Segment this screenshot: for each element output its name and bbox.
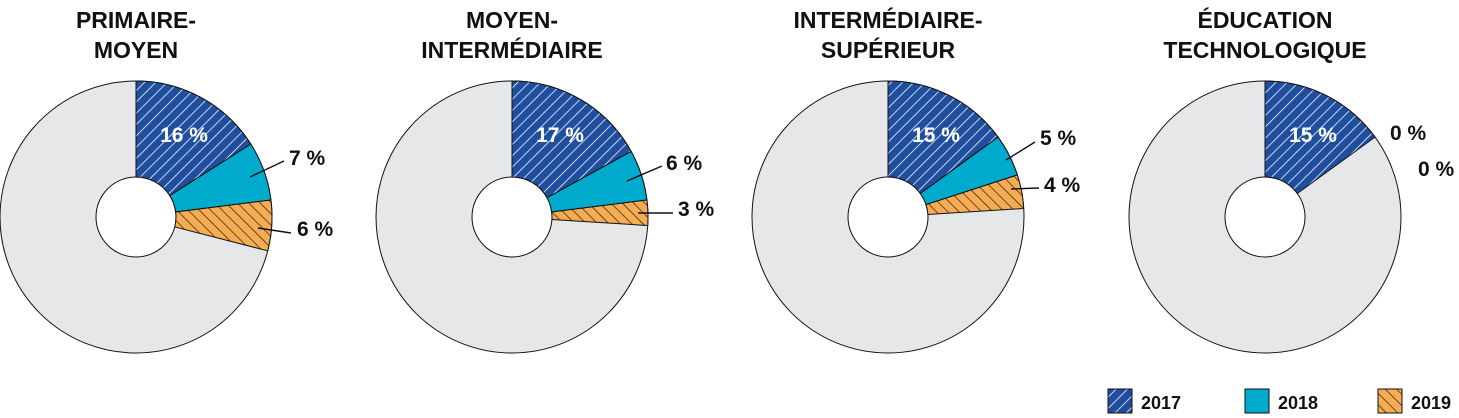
- legend-swatch-2019: [1377, 388, 1403, 414]
- leader-line-2019: [257, 227, 292, 234]
- chart-title: INTERMÉDIAIRE-: [793, 6, 982, 33]
- slice-2017: [887, 80, 999, 195]
- slice-2017: [1264, 80, 1376, 195]
- data-label-2017: 16 %: [160, 124, 208, 147]
- data-label-2017: 15 %: [1289, 124, 1337, 147]
- data-label-2018: 0 %: [1390, 122, 1427, 145]
- slice-2019: [925, 174, 1025, 216]
- slice-2019: [551, 199, 649, 227]
- chart-title: MOYEN: [94, 37, 178, 63]
- leader-line-2019: [1010, 187, 1040, 190]
- data-label-2019: 4 %: [1044, 174, 1081, 197]
- chart-title: PRIMAIRE-: [76, 7, 196, 33]
- chart-title: MOYEN-: [466, 7, 558, 33]
- slice-2017: [511, 80, 632, 199]
- data-label-2018: 6 %: [666, 152, 703, 175]
- chart-title: SUPÉRIEUR: [821, 36, 956, 63]
- leader-line-2018: [249, 160, 285, 178]
- data-label-2019: 6 %: [297, 218, 334, 241]
- chart-title: ÉDUCATION: [1197, 6, 1332, 33]
- data-label-2019: 0 %: [1418, 158, 1455, 181]
- legend: 2017 2018 2019: [1107, 388, 1451, 414]
- data-label-2018: 5 %: [1040, 127, 1077, 150]
- legend-label-2018: 2018: [1278, 393, 1318, 413]
- leader-line-2018: [1005, 141, 1036, 161]
- data-label-2017: 15 %: [912, 124, 960, 147]
- donut-chart-3: INTERMÉDIAIRE- SUPÉRIEUR 15 % 5 % 4 %: [751, 6, 1081, 354]
- donut-chart-4: ÉDUCATION TECHNOLOGIQUE 15 % 0 % 0 %: [1128, 6, 1455, 354]
- data-label-2018: 7 %: [289, 147, 326, 170]
- donut-chart-2: MOYEN- INTERMÉDIAIRE 17 % 6 % 3 %: [375, 7, 715, 354]
- chart-title: INTERMÉDIAIRE: [421, 36, 602, 63]
- legend-label-2019: 2019: [1411, 393, 1451, 413]
- legend-swatch-2017: [1107, 388, 1133, 414]
- donut-chart-1: PRIMAIRE- MOYEN 16 % 7 % 6 %: [0, 7, 334, 354]
- chart-title: TECHNOLOGIQUE: [1163, 37, 1366, 63]
- leader-line-2018: [626, 165, 663, 182]
- legend-label-2017: 2017: [1141, 393, 1181, 413]
- slice-2017: [135, 80, 252, 197]
- legend-swatch-2018: [1244, 388, 1270, 414]
- slice-2019: [174, 199, 273, 252]
- data-label-2017: 17 %: [536, 124, 584, 147]
- data-label-2019: 3 %: [678, 198, 715, 221]
